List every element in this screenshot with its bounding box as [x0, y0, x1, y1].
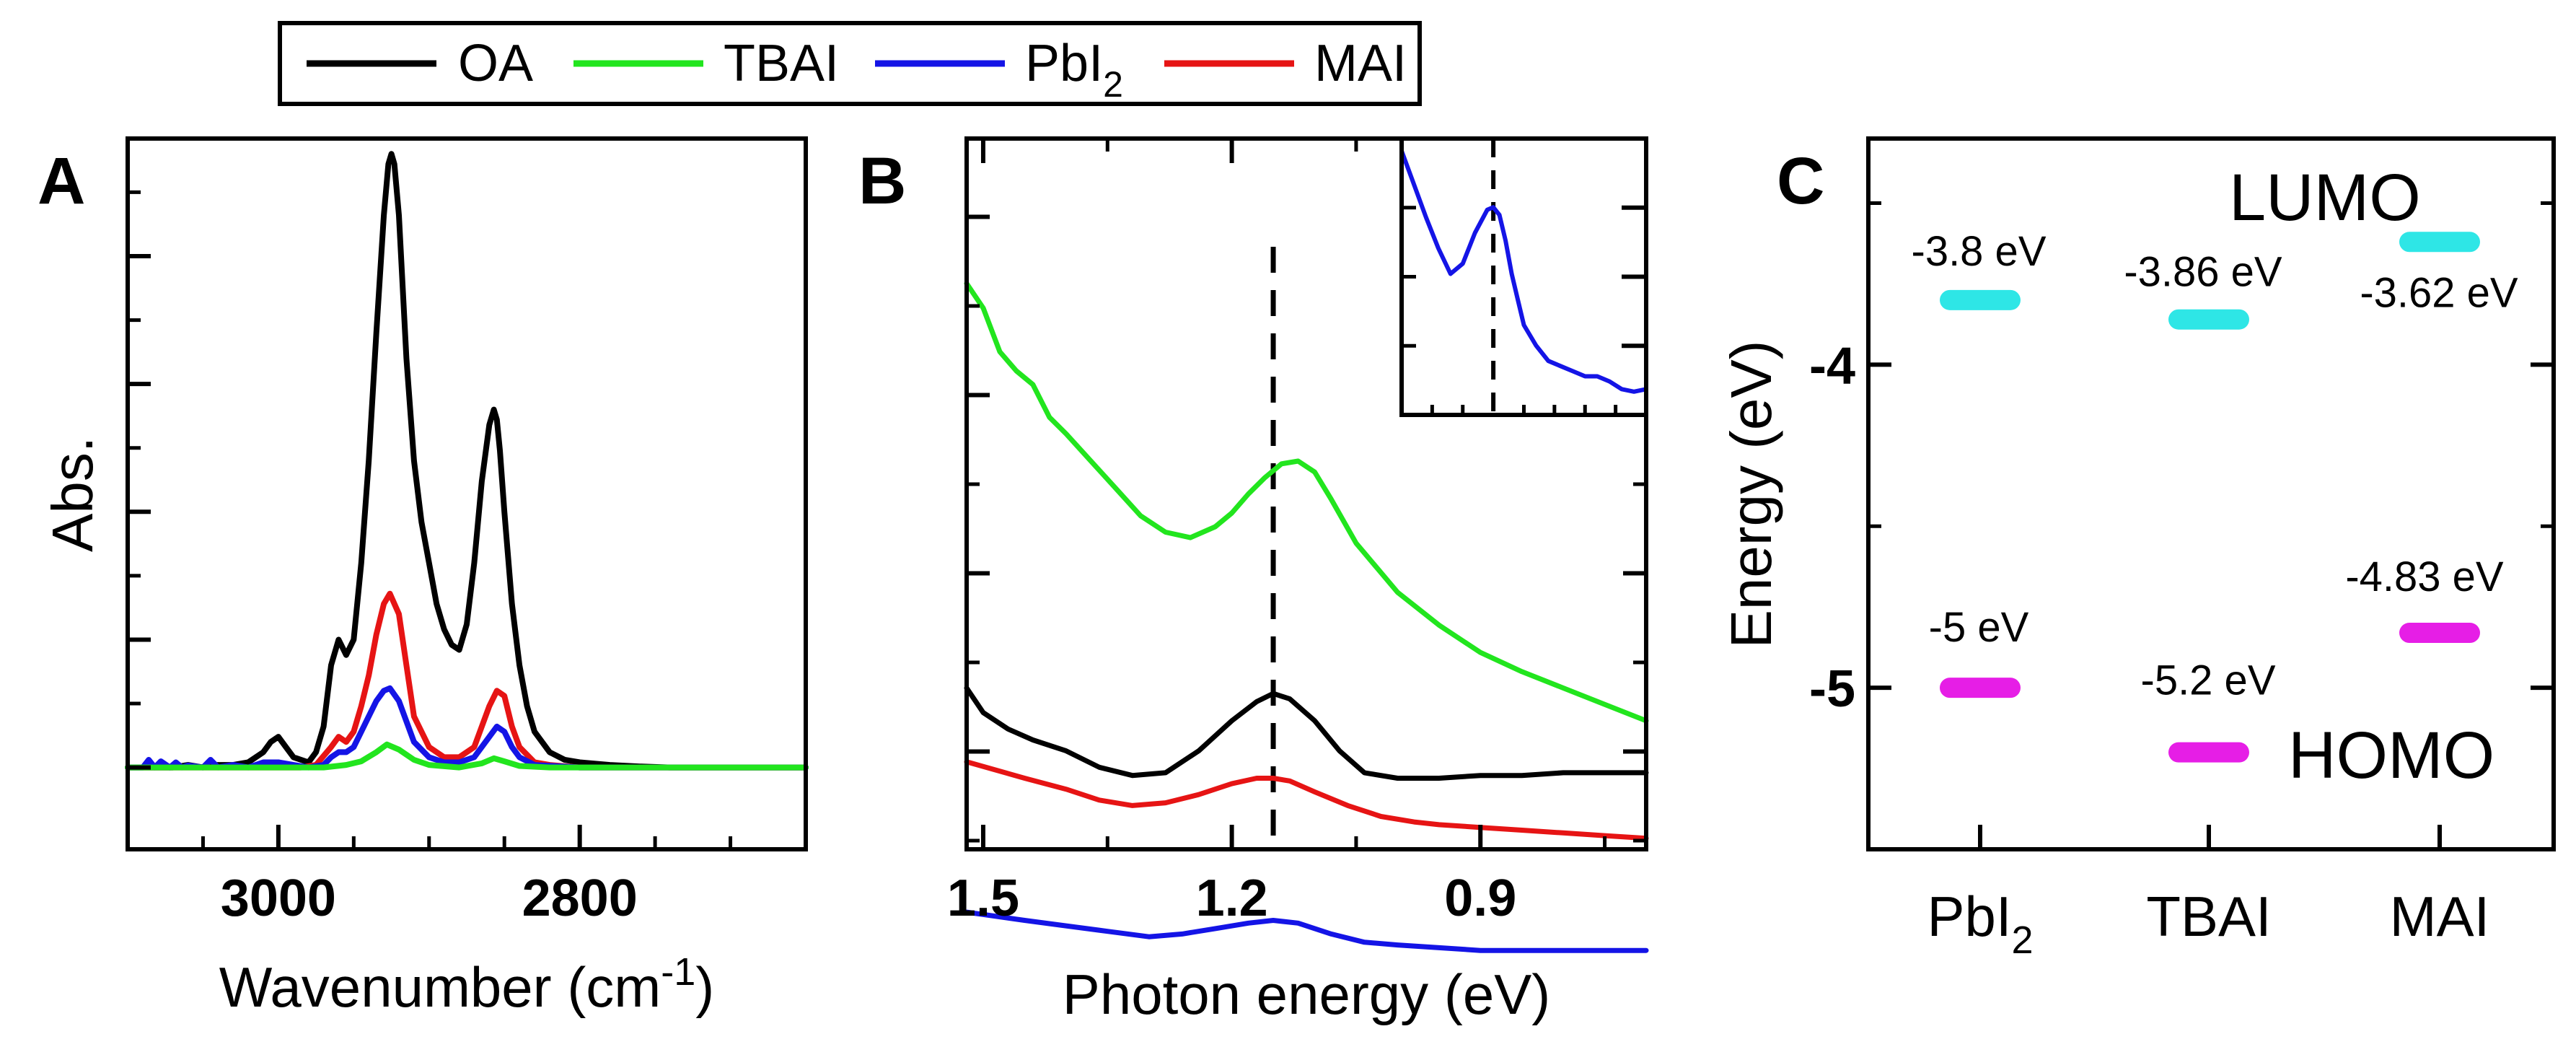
- panel-a-x-label-end: ): [695, 955, 714, 1019]
- homo-label: HOMO: [2288, 719, 2494, 792]
- panel-b-frame: [964, 136, 1648, 851]
- panel-c-y-tick-label--4: -4: [1809, 337, 1855, 395]
- panel-a-x-axis-label: Wavenumber (cm-1): [219, 950, 715, 1019]
- homo-value-label-mai: -4.83 eV: [2345, 553, 2504, 600]
- panel-a-series: [125, 151, 809, 771]
- panel-label-b: B: [858, 144, 906, 218]
- lumo-value-label-mai: -3.62 eV: [2360, 269, 2518, 316]
- panel-b-series-pbi2: [964, 909, 1649, 953]
- panel-b: B 1.5 1.2 0.9 Photon energy (eV): [858, 136, 1649, 1026]
- panel-b-x-tick-label-1.5: 1.5: [947, 869, 1019, 927]
- panel-b-series-mai: [964, 759, 1649, 841]
- panel-b-ticks: 1.5 1.2 0.9: [947, 139, 1646, 927]
- homo-value-label-pbi2: -5 eV: [1929, 604, 2029, 651]
- legend: OA TBAI PbI2 MAI: [278, 21, 1422, 106]
- legend-label-mai: MAI: [1314, 35, 1407, 92]
- panel-c-category-label-pbi2: PbI2: [1927, 885, 2033, 962]
- panel-b-series-tbai: [964, 281, 1649, 724]
- panel-a-x-label-sup: -1: [661, 950, 695, 994]
- inset-series: [1399, 149, 1648, 394]
- panel-b-x-tick-label-0.9: 0.9: [1444, 869, 1516, 927]
- panel-a: A Abs. 3000 2800 Wavenumber (cm-1): [38, 136, 809, 1019]
- panel-c-levels: -3.8 eV -3.86 eV -3.62 eV -5 eV -5.2 eV -4.83…: [1912, 228, 2518, 763]
- panel-a-frame: [126, 136, 808, 851]
- category-label-sub: 2: [2012, 919, 2034, 962]
- legend-label-pbi2-main: PbI: [1025, 35, 1103, 92]
- panel-label-a: A: [38, 144, 85, 218]
- category-label-main: PbI: [1927, 885, 2011, 948]
- panel-a-series-oa: [125, 151, 809, 771]
- category-label-main: MAI: [2390, 885, 2490, 948]
- panel-c-category-label-mai: MAI: [2390, 885, 2490, 948]
- panel-b-series-oa: [964, 685, 1649, 781]
- panel-c-category-label-tbai: TBAI: [2146, 885, 2271, 948]
- inset-series-pbi2: [1399, 149, 1648, 394]
- panel-a-ticks: 3000 2800: [128, 190, 733, 927]
- legend-label-tbai: TBAI: [724, 35, 839, 92]
- lumo-label: LUMO: [2229, 161, 2421, 235]
- panel-c-y-axis-label: Energy (eV): [1719, 341, 1783, 649]
- panel-a-series-mai: [125, 590, 809, 771]
- panel-a-x-tick-label-3000: 3000: [221, 869, 336, 927]
- panel-label-c: C: [1777, 144, 1824, 218]
- panel-a-series-tbai: [125, 741, 809, 771]
- panel-a-y-axis-label: Abs.: [40, 437, 105, 552]
- panel-c-ticks: -4 -5 PbI2 TBAI MAI: [1809, 201, 2554, 962]
- panel-a-x-tick-label-2800: 2800: [522, 869, 638, 927]
- panel-b-inset: [1399, 136, 1648, 417]
- homo-value-label-tbai: -5.2 eV: [2141, 657, 2276, 704]
- legend-label-pbi2-sub: 2: [1103, 64, 1123, 105]
- panel-a-x-label-main: Wavenumber (cm: [219, 955, 661, 1019]
- panel-b-series: [964, 281, 1649, 953]
- panel-b-x-axis-label: Photon energy (eV): [1063, 963, 1550, 1026]
- panel-c-y-tick-label--5: -5: [1809, 660, 1855, 718]
- legend-label-oa: OA: [458, 35, 533, 92]
- inset-frame: [1399, 136, 1648, 417]
- inset-background: [1402, 139, 1646, 415]
- legend-label-pbi2: PbI2: [1025, 35, 1123, 105]
- lumo-value-label-pbi2: -3.8 eV: [1912, 228, 2047, 275]
- panel-b-x-tick-label-1.2: 1.2: [1196, 869, 1268, 927]
- lumo-value-label-tbai: -3.86 eV: [2124, 249, 2282, 296]
- category-label-main: TBAI: [2146, 885, 2271, 948]
